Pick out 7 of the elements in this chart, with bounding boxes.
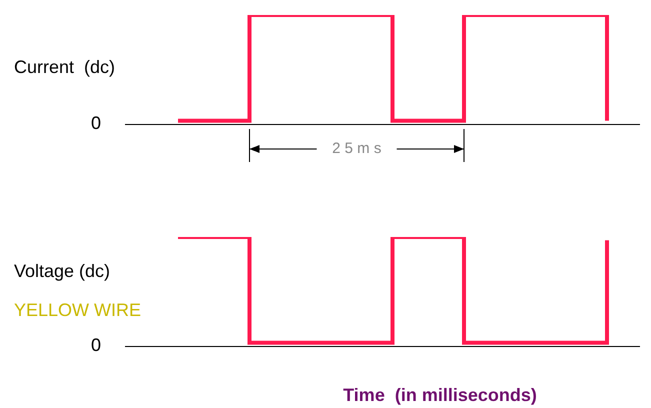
text: 2 5 m s (332, 140, 382, 158)
text: 0 (90, 112, 101, 133)
text: 0 (90, 334, 101, 355)
y-axis-title: Current (dc) (14, 56, 116, 77)
y-axis-title: Voltage (dc) (14, 260, 110, 281)
x-axis-title: Time (in milliseconds) (343, 384, 537, 405)
annotation: YELLOW WIRE (14, 300, 142, 320)
